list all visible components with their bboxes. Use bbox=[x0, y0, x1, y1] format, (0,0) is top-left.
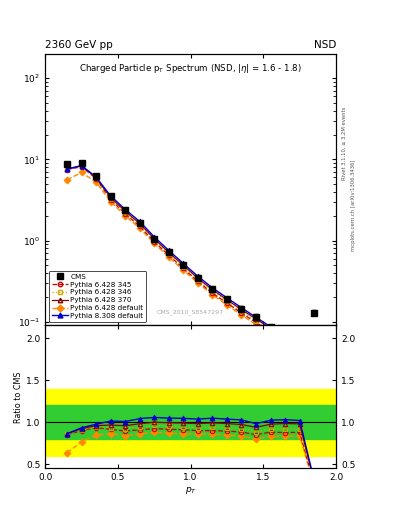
Y-axis label: Ratio to CMS: Ratio to CMS bbox=[14, 371, 23, 423]
Text: Charged Particle $\mathregular{p_T}$ Spectrum (NSD, $|\eta|$ = 1.6 - 1.8): Charged Particle $\mathregular{p_T}$ Spe… bbox=[79, 62, 302, 75]
Text: CMS_2010_S8547297: CMS_2010_S8547297 bbox=[157, 309, 224, 314]
Text: Rivet 3.1.10, ≥ 3.2M events: Rivet 3.1.10, ≥ 3.2M events bbox=[342, 106, 347, 180]
Text: mcplots.cern.ch [arXiv:1306.3436]: mcplots.cern.ch [arXiv:1306.3436] bbox=[351, 159, 356, 250]
Legend: CMS, Pythia 6.428 345, Pythia 6.428 346, Pythia 6.428 370, Pythia 6.428 default,: CMS, Pythia 6.428 345, Pythia 6.428 346,… bbox=[49, 271, 147, 322]
Text: 2360 GeV pp: 2360 GeV pp bbox=[45, 39, 113, 50]
Text: NSD: NSD bbox=[314, 39, 336, 50]
X-axis label: $p_T$: $p_T$ bbox=[185, 485, 196, 496]
